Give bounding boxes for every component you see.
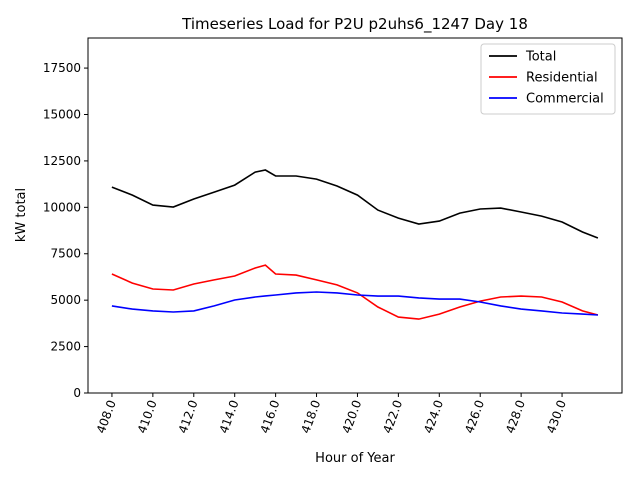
legend-label-residential: Residential [526, 71, 598, 86]
x-tick-label: 418.0 [298, 398, 323, 435]
series-line-commercial [111, 291, 598, 316]
x-tick-label: 422.0 [380, 398, 405, 435]
series-line-residential [111, 264, 599, 320]
y-tick-label: 10000 [43, 200, 81, 214]
y-tick-label: 0 [73, 386, 81, 400]
y-tick-label: 2500 [50, 340, 81, 354]
x-tick-label: 412.0 [176, 398, 201, 435]
x-tick-label: 414.0 [217, 398, 242, 435]
series-line-total [111, 169, 599, 239]
x-tick-label: 420.0 [339, 398, 364, 435]
x-tick-label: 416.0 [258, 398, 283, 435]
x-tick-label: 410.0 [135, 398, 160, 435]
y-axis-label: kW total [14, 188, 29, 242]
legend: Total Residential Commercial [480, 43, 616, 115]
plot-area [111, 169, 599, 320]
legend-box [480, 43, 616, 115]
y-tick-label: 7500 [50, 247, 81, 261]
y-tick-label: 5000 [50, 293, 81, 307]
y-tick-label: 17500 [43, 61, 81, 75]
x-tick-label: 408.0 [94, 398, 119, 435]
x-tick-label: 426.0 [462, 398, 487, 435]
chart-title: Timeseries Load for P2U p2uhs6_1247 Day … [181, 15, 528, 34]
x-tick-label: 428.0 [503, 398, 528, 435]
y-tick-label: 12500 [43, 154, 81, 168]
x-axis-label: Hour of Year [315, 451, 395, 466]
x-tick-label: 430.0 [544, 398, 569, 435]
y-tick-label: 15000 [43, 107, 81, 121]
x-tick-label: 424.0 [421, 398, 446, 435]
x-axis: 408.0 410.0 412.0 414.0 416.0 418.0 420.0 422.0… [94, 393, 569, 435]
axes-frame [87, 37, 623, 394]
legend-label-total: Total [525, 50, 556, 65]
y-axis: 0 2500 5000 7500 10000 12500 15000 17500 [43, 61, 88, 400]
legend-label-commercial: Commercial [526, 92, 604, 107]
